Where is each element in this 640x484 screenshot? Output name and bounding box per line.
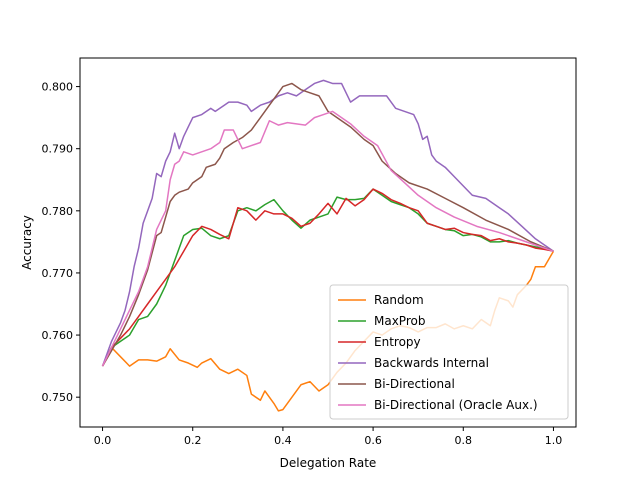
legend-label: Entropy: [374, 335, 421, 349]
series-line-4: [101, 82, 554, 367]
x-tick-label: 0.4: [274, 434, 292, 447]
x-tick-label: 0.8: [455, 434, 473, 447]
y-tick-label: 0.750: [42, 391, 74, 404]
x-tick-label: 1.0: [545, 434, 563, 447]
y-tick-label: 0.780: [42, 205, 74, 218]
axes-frame: [79, 57, 577, 428]
legend-label: Bi-Directional: [374, 377, 455, 391]
x-tick-label: 0.6: [364, 434, 382, 447]
y-axis-ticks: 0.750 0.760 0.770 0.780 0.790 0.800: [42, 81, 80, 404]
series-line-5: [101, 110, 554, 367]
y-axis-label: Accuracy: [20, 215, 34, 270]
y-tick-label: 0.790: [42, 143, 74, 156]
x-axis-ticks: 0.0 0.2 0.4 0.6 0.8 1.0: [94, 427, 562, 447]
x-axis-label: Delegation Rate: [280, 456, 377, 470]
series-line-3: [101, 79, 554, 367]
legend-box: [329, 284, 569, 420]
y-tick-label: 0.770: [42, 267, 74, 280]
y-tick-label: 0.760: [42, 329, 74, 342]
legend-label: Bi-Directional (Oracle Aux.): [374, 398, 538, 412]
series-layer: [101, 79, 555, 412]
series-line-2: [101, 188, 554, 367]
x-tick-label: 0.2: [184, 434, 202, 447]
legend-label: Random: [374, 293, 424, 307]
x-tick-label: 0.0: [94, 434, 112, 447]
y-tick-label: 0.800: [42, 81, 74, 94]
legend-label: Backwards Internal: [374, 356, 489, 370]
legend: Random MaxProb Entropy Backwards Internal Bi…: [329, 284, 569, 420]
legend-label: MaxProb: [374, 314, 425, 328]
series-line-1: [101, 188, 554, 367]
